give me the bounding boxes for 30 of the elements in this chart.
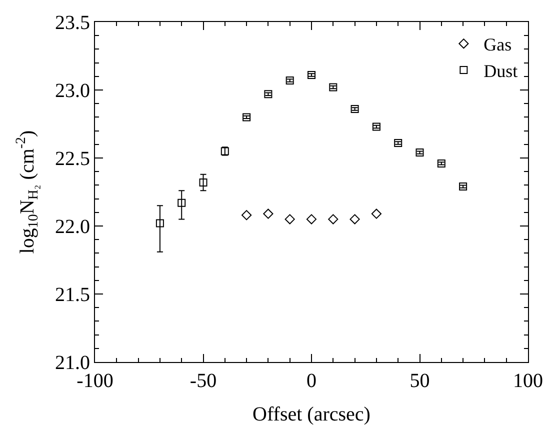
- point: [156, 219, 164, 228]
- point: [459, 182, 468, 191]
- legend-label: Dust: [484, 61, 518, 82]
- point: [308, 71, 316, 80]
- point: [306, 214, 317, 224]
- point: [371, 208, 382, 219]
- y-tick-label: 22.0: [55, 216, 90, 238]
- point: [350, 105, 359, 114]
- y-tick-label: 23.5: [55, 12, 90, 34]
- x-tick-label: 0: [306, 370, 316, 392]
- x-tick-label: 100: [513, 370, 543, 392]
- point: [437, 159, 446, 168]
- point: [284, 214, 295, 224]
- point: [199, 178, 208, 186]
- point: [242, 210, 252, 220]
- x-axis-title: Offset (arcsec): [252, 404, 370, 426]
- y-tick-label: 22.5: [55, 148, 90, 170]
- y-tick-label: 21.5: [55, 284, 90, 306]
- point: [394, 139, 402, 148]
- point: [178, 198, 186, 207]
- point: [264, 90, 272, 98]
- x-tick-label: -50: [190, 370, 217, 392]
- point: [286, 76, 294, 84]
- point: [263, 208, 274, 219]
- point: [328, 214, 338, 224]
- x-tick-label: 50: [410, 370, 430, 392]
- point: [416, 148, 424, 157]
- legend-label: Gas: [484, 34, 512, 55]
- point: [350, 214, 360, 224]
- y-tick-label: 23.0: [55, 80, 90, 102]
